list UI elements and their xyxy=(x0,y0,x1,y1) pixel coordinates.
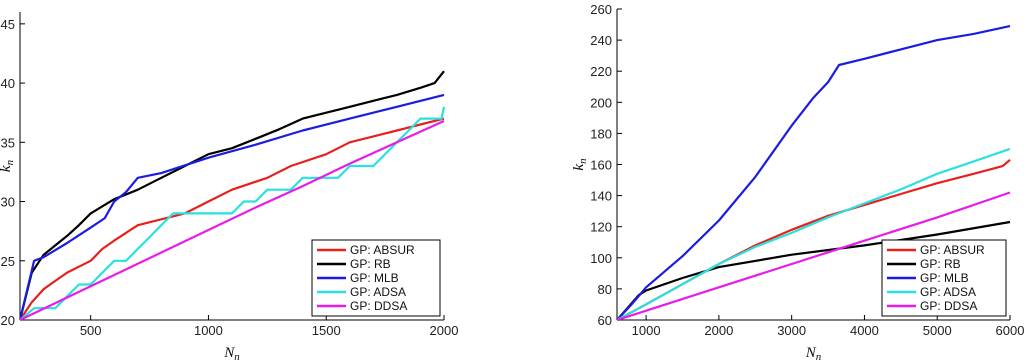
series-line-gp-adsa xyxy=(20,106,446,320)
legend-label: GP: MLB xyxy=(350,271,399,285)
x-tick-label: 1500 xyxy=(312,323,341,338)
y-axis-label: kn xyxy=(0,159,16,172)
series-line-gp-absur xyxy=(20,117,445,320)
legend-label: GP: DDSA xyxy=(920,299,977,313)
x-tick-label: 1000 xyxy=(194,323,223,338)
x-tick-label: 2000 xyxy=(704,323,733,338)
series-line-gp-ddsa xyxy=(20,119,445,320)
x-tick-label: 1000 xyxy=(632,323,661,338)
x-tick-label: 6000 xyxy=(996,323,1025,338)
y-tick-label: 60 xyxy=(598,313,612,328)
legend-label: GP: ADSA xyxy=(920,285,976,299)
y-tick-label: 45 xyxy=(1,17,15,32)
y-tick-label: 120 xyxy=(590,220,612,235)
y-tick-label: 180 xyxy=(590,126,612,141)
legend-label: GP: ADSA xyxy=(350,285,406,299)
x-tick-label: 2000 xyxy=(430,323,459,338)
y-tick-label: 100 xyxy=(590,251,612,266)
legend-label: GP: ABSUR xyxy=(920,243,985,257)
y-tick-label: 35 xyxy=(1,135,15,150)
y-tick-label: 80 xyxy=(598,282,612,297)
y-tick-label: 40 xyxy=(1,76,15,91)
series-line-gp-mlb xyxy=(617,25,1011,320)
y-tick-label: 30 xyxy=(1,195,15,210)
legend-label: GP: ABSUR xyxy=(350,243,415,257)
series-line-gp-mlb xyxy=(20,93,445,320)
y-axis-label: kn xyxy=(571,158,589,171)
x-tick-label: 4000 xyxy=(850,323,879,338)
y-tick-label: 25 xyxy=(1,254,15,269)
left-chart-panel: 20 25 30 35 40 45 500 1000 1500 2000 Nn kn GP: ABSUR… xyxy=(0,12,458,362)
y-tick-label: 160 xyxy=(590,158,612,173)
y-tick-label: 260 xyxy=(590,2,612,17)
series-line-gp-adsa xyxy=(617,147,1011,320)
series-line-gp-ddsa xyxy=(617,191,1011,320)
y-tick-label: 220 xyxy=(590,64,612,79)
x-tick-label: 5000 xyxy=(923,323,952,338)
x-axis-label: Nn xyxy=(805,345,822,362)
right-chart-panel: 60 80 100 120 140 160 180 200 220 240 260 1000 2000 3… xyxy=(571,2,1024,362)
y-tick-label: 140 xyxy=(590,189,612,204)
y-tick-label: 240 xyxy=(590,33,612,48)
legend-label: GP: RB xyxy=(920,257,961,271)
y-tick-label: 20 xyxy=(1,313,15,328)
x-tick-label: 500 xyxy=(80,323,102,338)
x-axis-label: Nn xyxy=(223,345,240,362)
x-tick-label: 3000 xyxy=(777,323,806,338)
legend-label: GP: DDSA xyxy=(350,299,407,313)
y-tick-label: 200 xyxy=(590,95,612,110)
series-line-gp-rb xyxy=(20,70,445,320)
legend-label: GP: RB xyxy=(350,257,391,271)
legend-label: GP: MLB xyxy=(920,271,969,285)
